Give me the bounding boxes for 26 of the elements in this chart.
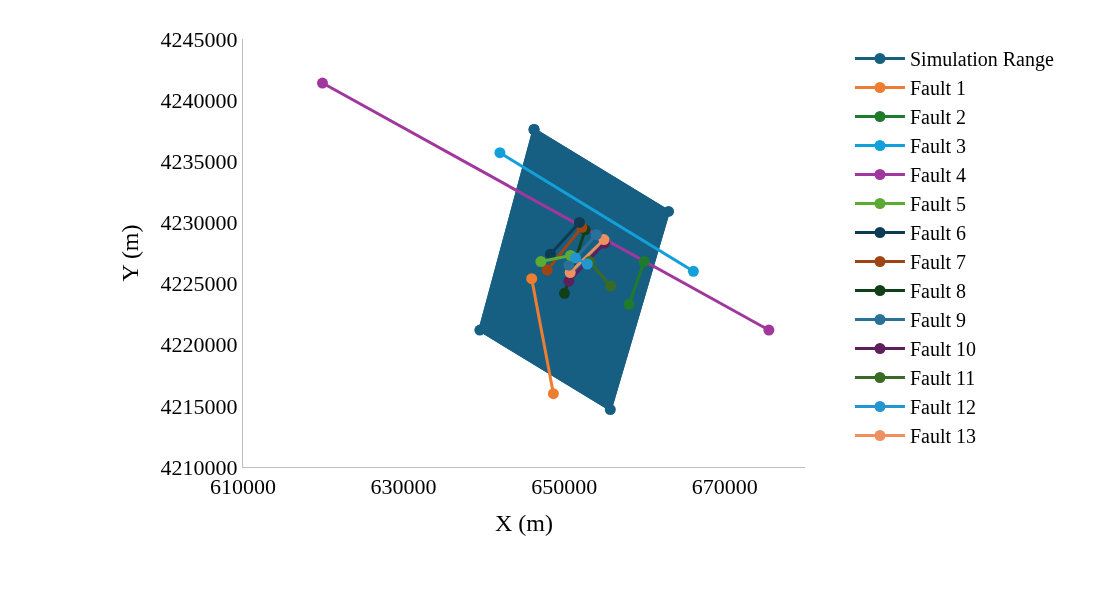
legend-label: Fault 3 [909,135,967,158]
legend-label: Fault 9 [909,309,967,332]
y-axis-title: Y (m) [116,224,143,282]
x-tick-label: 670000 [691,474,758,500]
legend-label: Fault 4 [909,164,967,187]
legend-label: Fault 11 [909,367,976,390]
legend-label: Fault 10 [909,338,977,361]
y-tick-label: 4230000 [160,210,238,236]
legend-label: Fault 6 [909,222,967,245]
x-tick-label: 650000 [531,474,598,500]
legend-label: Fault 1 [909,77,967,100]
legend-label: Fault 8 [909,280,967,303]
legend-label: Simulation Range [909,48,1054,72]
y-tick-label: 4225000 [160,271,238,297]
y-tick-label: 4245000 [160,26,238,52]
x-tick-label: 630000 [370,474,437,500]
legend-label: Fault 7 [909,251,967,274]
y-tick-label: 4215000 [160,393,238,419]
y-tick-label: 4220000 [160,332,238,358]
legend-label: Fault 2 [909,106,967,129]
x-axis-title: X (m) [495,509,553,536]
legend-label: Fault 5 [909,193,967,216]
y-tick-label: 4240000 [160,87,238,113]
y-tick-label: 4235000 [160,148,238,174]
legend-label: Fault 13 [909,425,977,448]
legend-label: Fault 12 [909,396,977,419]
